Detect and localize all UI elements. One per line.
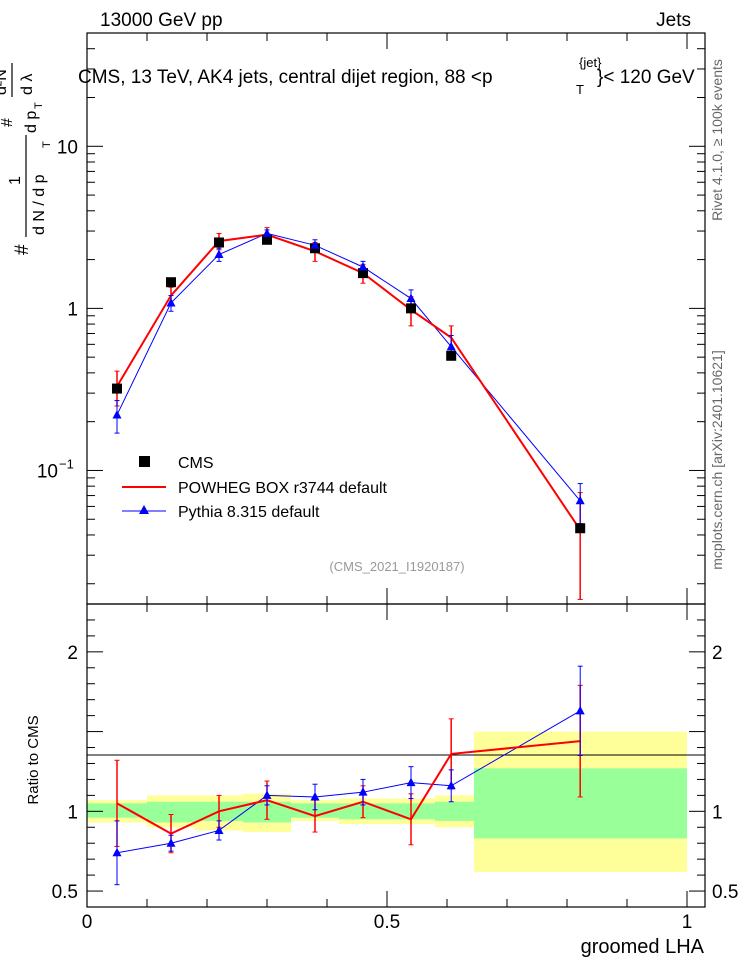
- bottom-y-tick-label-left-1: 1: [67, 802, 78, 823]
- cms-point-3: [262, 234, 272, 245]
- ylabel-frac-num: 1: [7, 176, 24, 185]
- cms-point-1: [166, 277, 176, 288]
- cms-point-7: [446, 350, 457, 361]
- x-tick-label-1: 0.5: [374, 912, 400, 933]
- bottom-y-tick-label-left-2: 2: [67, 643, 78, 664]
- ylabel-hash-left: #: [12, 244, 33, 255]
- plot-title-end: }< 120 GeV: [597, 67, 695, 88]
- cms-point-2: [214, 237, 224, 248]
- cms-point-6: [406, 303, 416, 314]
- ylabel-d2n: d²N: [0, 69, 10, 95]
- pythia-ratio-point-8: [575, 705, 585, 715]
- cms-point-8: [575, 523, 586, 534]
- y-axis-label-bottom: Ratio to CMS: [25, 715, 42, 804]
- ylabel-hash-mid: #: [0, 118, 16, 127]
- bottom-y-tick-label-left-0: 0.5: [52, 882, 78, 903]
- top-y-tick-label-1: 1: [67, 299, 78, 320]
- pythia-point-0: [112, 409, 122, 419]
- pythia-ratio-point-3: [262, 790, 272, 799]
- ylabel-frac-den: d N / d p: [31, 174, 48, 235]
- x-tick-label-2: 1: [682, 912, 693, 933]
- top-y-tick-label-0: 10: [37, 461, 58, 482]
- legend-label-cms: CMS: [178, 455, 214, 472]
- bottom-panel-axes: 0 0.5 10.5 0.51 12 2: [52, 604, 738, 933]
- band-inner-7: [435, 801, 474, 821]
- cms-point-5: [358, 268, 368, 279]
- pythia-ratio-point-4: [310, 791, 320, 801]
- cms-point-0: [112, 383, 122, 394]
- pythia-point-1: [166, 297, 176, 307]
- plot-title-sub: T: [576, 82, 584, 97]
- ylabel-dpt: d p: [23, 111, 40, 133]
- top-panel-series: [112, 227, 586, 600]
- legend-marker-cms: [139, 456, 150, 467]
- y-axis-label-top: # 1 d N / d p T # d p T d²N d λ: [0, 63, 53, 255]
- pythia-ratio-point-5: [358, 787, 368, 796]
- side-label-mcplots: mcplots.cern.ch [arXiv:2401.10621]: [709, 350, 725, 569]
- pythia-ratio-point-0: [112, 847, 122, 857]
- bottom-panel-series: [112, 665, 585, 886]
- pythia-ratio-point-7: [446, 780, 456, 790]
- pythia-point-3: [262, 228, 272, 237]
- header-right: Jets: [656, 10, 691, 31]
- pythia-ratio-point-6: [406, 777, 416, 787]
- plot-title: CMS, 13 TeV, AK4 jets, central dijet reg…: [78, 67, 493, 88]
- plot-title-sup: {jet}: [579, 55, 602, 70]
- pythia-point-6: [406, 293, 416, 303]
- top-y-tick-label-2: 10: [57, 137, 78, 158]
- x-axis-label: groomed LHA: [581, 936, 705, 958]
- bottom-panel-frame: [86, 603, 706, 908]
- header-left: 13000 GeV pp: [100, 10, 223, 31]
- x-tick-label-0: 0: [82, 912, 93, 933]
- top-y-tick-label-sup-0: −1: [59, 456, 74, 471]
- pythia-point-5: [358, 261, 368, 271]
- legend: CMS POWHEG BOX r3744 default Pythia 8.31…: [122, 455, 388, 521]
- ylabel-dpt-sub: T: [33, 102, 45, 109]
- ylabel-dlambda: d λ: [19, 74, 36, 95]
- legend-label-pythia: Pythia 8.315 default: [178, 504, 320, 521]
- pythia-ratio-point-1: [166, 838, 176, 847]
- pythia-point-7: [446, 341, 456, 351]
- pythia-point-8: [575, 495, 585, 505]
- bottom-y-tick-label-right-1: 1: [712, 802, 723, 823]
- legend-marker-pythia: [139, 505, 149, 514]
- bottom-y-tick-label-right-0: 0.5: [712, 882, 738, 903]
- pythia-point-4: [310, 240, 320, 249]
- analysis-watermark: (CMS_2021_I1920187): [329, 559, 464, 574]
- band-inner-1: [147, 801, 195, 823]
- pythia-point-2: [214, 249, 224, 258]
- side-label-rivet: Rivet 4.1.0, ≥ 100k events: [709, 59, 725, 221]
- legend-label-powheg: POWHEG BOX r3744 default: [178, 480, 388, 497]
- ylabel-frac-den-sub: T: [41, 141, 53, 148]
- bottom-y-tick-label-right-2: 2: [712, 643, 723, 664]
- pythia-ratio-point-2: [214, 825, 224, 834]
